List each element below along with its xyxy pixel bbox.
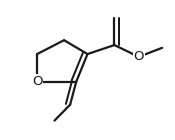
Text: O: O [32, 75, 42, 88]
Text: O: O [134, 50, 144, 63]
